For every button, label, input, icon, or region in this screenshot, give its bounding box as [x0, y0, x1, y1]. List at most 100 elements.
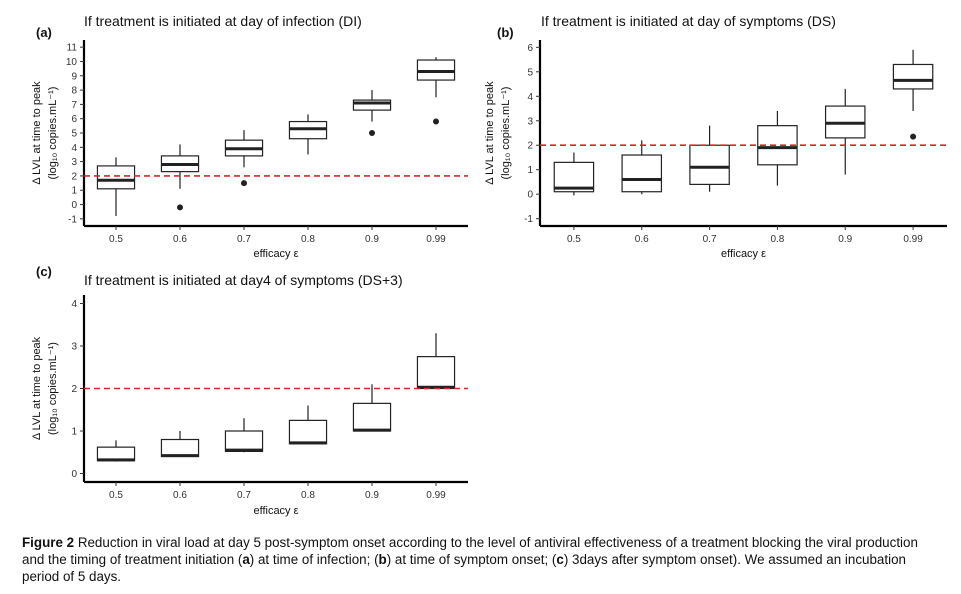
figure-caption: Figure 2 Reduction in viral load at day …	[22, 534, 942, 585]
x-tick-label: 0.99	[903, 234, 923, 245]
outlier-point	[177, 204, 183, 211]
y-axis-label: Δ LVL at time to peak	[31, 81, 43, 185]
box-body	[352, 402, 392, 432]
chart-title: If treatment is initiated at day4 of sym…	[84, 272, 403, 288]
chart-panel-a: (a) If treatment is initiated at day of i…	[31, 13, 468, 260]
x-tick-label: 0.7	[703, 234, 717, 245]
box-0.7	[224, 130, 264, 187]
y-tick-label: 7	[71, 100, 77, 111]
box-0.5	[553, 152, 595, 196]
panel-letter: (a)	[36, 25, 52, 40]
box-0.7	[689, 125, 730, 192]
box-body	[689, 144, 730, 185]
x-tick-label: 0.99	[426, 234, 446, 245]
y-tick-label: 9	[71, 71, 77, 82]
panel-letter: (b)	[497, 25, 514, 40]
y-tick-label: -1	[68, 214, 77, 225]
box-0.5	[96, 440, 136, 462]
x-axis-label: efficacy ε	[721, 248, 766, 260]
box-0.6	[621, 140, 663, 195]
y-tick-label: 0	[527, 190, 533, 201]
x-tick-label: 0.99	[426, 490, 446, 501]
y-axis-label: Δ LVL at time to peak	[484, 81, 496, 185]
outlier-point	[241, 180, 247, 187]
outlier-point	[910, 133, 917, 140]
y-tick-label: 4	[527, 92, 533, 103]
y-tick-label: 5	[527, 67, 533, 78]
outlier-point	[369, 130, 375, 136]
y-tick-label: 8	[71, 86, 77, 97]
chart-title: If treatment is initiated at day of symp…	[541, 13, 836, 29]
y-tick-label: 3	[71, 342, 77, 353]
box-0.6	[160, 431, 200, 458]
chart-title: If treatment is initiated at day of infe…	[84, 13, 362, 29]
chart-panel-b: (b) If treatment is initiated at day of s…	[484, 13, 947, 260]
box-0.99	[892, 49, 934, 140]
x-tick-label: 0.5	[567, 234, 581, 245]
box-body	[352, 99, 392, 111]
box-0.8	[288, 114, 328, 155]
panel-letter: (c)	[36, 264, 52, 279]
caption-label: Figure 2	[22, 535, 75, 550]
x-tick-label: 0.9	[365, 490, 379, 501]
caption-b-label: b	[378, 552, 387, 567]
x-tick-label: 0.7	[237, 490, 251, 501]
box-body	[892, 63, 934, 90]
y-tick-label: 1	[527, 165, 533, 176]
y-tick-label: 2	[527, 141, 533, 152]
box-body	[288, 419, 328, 445]
box-0.5	[96, 157, 136, 216]
y-axis-unit-label: (log₁₀ copies.mL⁻¹)	[47, 87, 59, 180]
y-tick-label: -1	[524, 214, 533, 225]
box-0.99	[416, 57, 456, 125]
x-tick-label: 0.8	[770, 234, 784, 245]
x-tick-label: 0.7	[237, 234, 251, 245]
y-axis-unit-label: (log₁₀ copies.mL⁻¹)	[500, 87, 512, 180]
x-tick-label: 0.8	[301, 234, 315, 245]
chart-panel-c: (c) If treatment is initiated at day4 of …	[31, 264, 468, 517]
figure-canvas: (a) If treatment is initiated at day of i…	[31, 13, 947, 517]
x-tick-label: 0.5	[109, 234, 123, 245]
y-tick-label: 0	[71, 200, 77, 211]
x-tick-label: 0.6	[635, 234, 649, 245]
box-body	[621, 154, 663, 193]
y-tick-label: 1	[71, 427, 77, 438]
x-tick-label: 0.5	[109, 490, 123, 501]
box-body	[160, 438, 200, 458]
caption-text-2: ) at time of infection; (	[249, 552, 379, 567]
x-axis-label: efficacy ε	[253, 505, 298, 517]
caption-text-1: Reduction in viral load at day 5 post-sy…	[22, 535, 918, 567]
box-0.7	[224, 418, 264, 453]
y-tick-label: 11	[67, 43, 78, 54]
y-tick-label: 4	[71, 299, 77, 310]
box-0.9	[824, 88, 866, 175]
x-tick-label: 0.9	[365, 234, 379, 245]
box-0.8	[288, 405, 328, 445]
y-tick-label: 5	[71, 129, 77, 140]
caption-a-label: a	[242, 552, 250, 567]
y-tick-label: 0	[71, 469, 77, 480]
y-tick-label: 6	[71, 114, 77, 125]
box-body	[416, 356, 456, 390]
caption-text-3: ) at time of symptom onset; (	[386, 552, 557, 567]
y-tick-label: 10	[66, 57, 78, 68]
y-tick-label: 1	[71, 186, 77, 197]
y-tick-label: 6	[527, 43, 533, 54]
box-0.8	[757, 110, 798, 186]
x-axis-label: efficacy ε	[253, 248, 298, 260]
box-0.6	[160, 144, 200, 211]
y-axis-unit-label: (log₁₀ copies.mL⁻¹)	[47, 342, 59, 435]
x-tick-label: 0.6	[173, 234, 187, 245]
box-body	[96, 165, 136, 190]
y-tick-label: 3	[71, 157, 77, 168]
caption-c-label: c	[556, 552, 564, 567]
x-tick-label: 0.6	[173, 490, 187, 501]
y-axis-label: Δ LVL at time to peak	[31, 336, 43, 440]
outlier-point	[433, 118, 439, 125]
x-tick-label: 0.8	[301, 490, 315, 501]
y-tick-label: 3	[527, 116, 533, 127]
box-0.9	[352, 384, 392, 432]
x-tick-label: 0.9	[838, 234, 852, 245]
caption-text-4: ) 3days after symptom onset). We assumed…	[22, 552, 906, 584]
box-0.9	[352, 90, 392, 136]
